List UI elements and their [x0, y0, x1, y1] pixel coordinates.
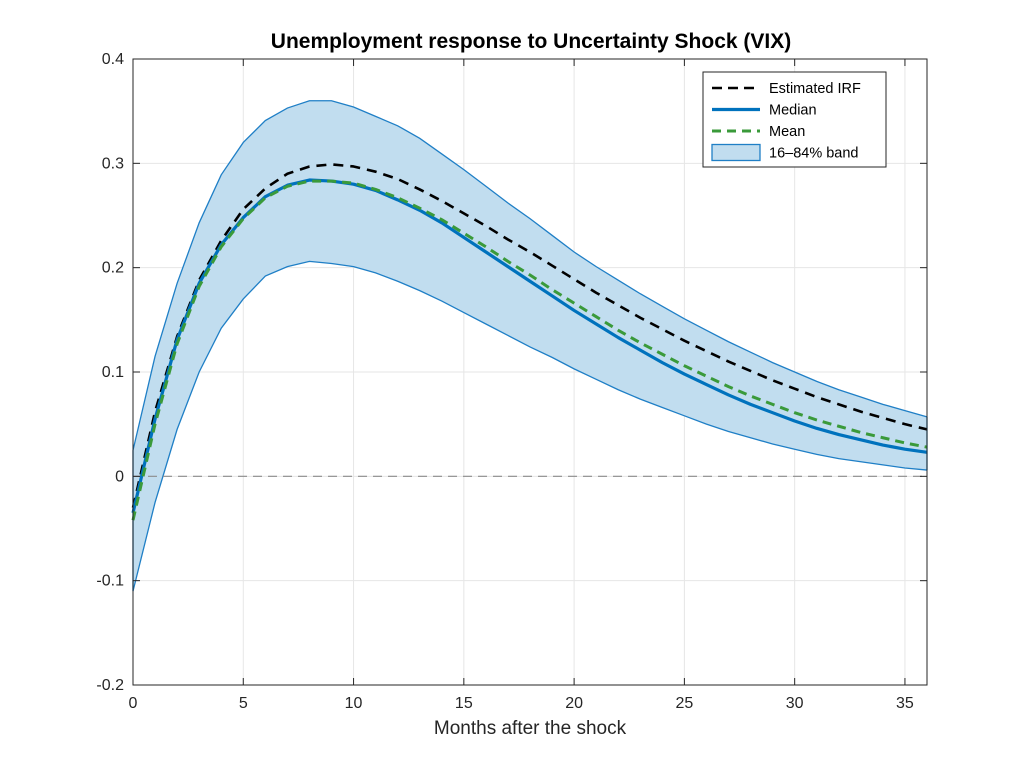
series-line-median	[131, 178, 928, 514]
x-tick-label: 10	[345, 695, 363, 712]
chart-title: Unemployment response to Uncertainty Sho…	[271, 30, 791, 53]
axes	[132, 58, 928, 686]
x-tick-label: 15	[455, 695, 473, 712]
series-line-mean	[131, 179, 928, 521]
x-tick-label: 35	[896, 695, 914, 712]
y-tick-label: -0.1	[96, 573, 124, 590]
series-lines	[131, 163, 928, 521]
x-tick-labels: 0 5 10 15 20 25 30 35	[129, 695, 914, 712]
y-tick-label: 0.3	[102, 155, 124, 172]
x-tick-label: 0	[129, 695, 138, 712]
legend-label: Mean	[769, 124, 805, 140]
x-tick-label: 30	[786, 695, 804, 712]
band-fill	[133, 100, 927, 592]
y-tick-label: 0.2	[102, 260, 124, 277]
y-tick-label: 0.1	[102, 364, 124, 381]
legend: Estimated IRF Median Mean 16–84% band	[702, 71, 887, 168]
band-lower-edge	[132, 260, 928, 592]
x-tick-label: 5	[239, 695, 248, 712]
legend-swatch	[711, 143, 761, 162]
series-line-estimated-irf	[131, 163, 928, 508]
y-tick-label: -0.2	[96, 677, 124, 694]
y-tick-labels: -0.2 -0.1 0 0.1 0.2 0.3 0.4	[96, 51, 124, 694]
y-tick-label: 0	[115, 468, 124, 485]
x-tick-label: 20	[565, 695, 583, 712]
x-axis-label: Months after the shock	[434, 718, 627, 739]
x-tick-label: 25	[675, 695, 693, 712]
legend-label: Estimated IRF	[769, 81, 861, 97]
band-upper-edge	[132, 100, 928, 451]
y-tick-label: 0.4	[102, 51, 124, 68]
legend-label: Median	[769, 103, 817, 119]
legend-label: 16–84% band	[769, 146, 859, 162]
